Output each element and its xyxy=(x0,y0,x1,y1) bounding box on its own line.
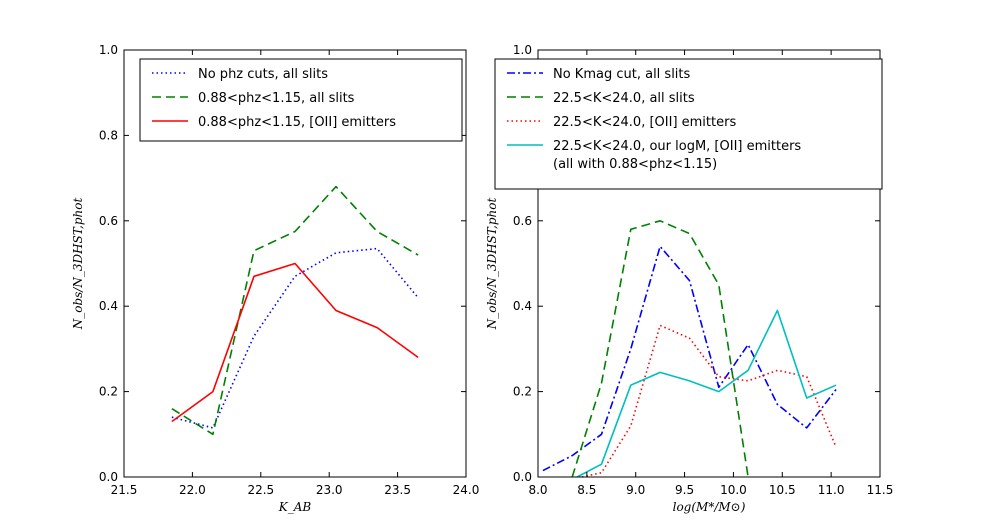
x-tick-label: 11.5 xyxy=(867,483,894,497)
series-line-4 xyxy=(576,309,837,478)
y-axis-label: N_obs/N_3DHST,phot xyxy=(71,198,85,331)
y-tick-label: 0.4 xyxy=(99,299,118,313)
series-line-2 xyxy=(571,220,749,478)
x-tick-label: 10.5 xyxy=(769,483,796,497)
x-tick-label: 23.0 xyxy=(316,483,343,497)
x-tick-label: 8.0 xyxy=(528,483,547,497)
x-tick-label: 10.0 xyxy=(720,483,747,497)
y-tick-label: 0.0 xyxy=(513,470,532,484)
series-line-1 xyxy=(542,245,837,472)
x-tick-label: 22.5 xyxy=(247,483,274,497)
y-tick-label: 1.0 xyxy=(513,43,532,57)
y-tick-label: 0.4 xyxy=(513,299,532,313)
y-tick-label: 0.6 xyxy=(99,214,118,228)
plot-frame xyxy=(537,49,881,478)
legend-label: 22.5<K<24.0, all slits xyxy=(553,91,695,106)
x-axis-label: log(M*/M⊙) xyxy=(673,500,746,514)
x-tick-label: 8.5 xyxy=(577,483,596,497)
y-tick-label: 0.2 xyxy=(99,385,118,399)
legend-label: 22.5<K<24.0, [OII] emitters xyxy=(553,115,736,130)
series-line-2 xyxy=(171,185,419,436)
y-tick-label: 0.2 xyxy=(513,385,532,399)
left-panel: 21.5 22.0 22.5 23.0 23.5 24.0 0.0 0.2 0.4 0.6 0.8 1… xyxy=(71,43,479,514)
plot-frame xyxy=(123,49,467,478)
x-tick-label: 22.0 xyxy=(179,483,206,497)
legend-box xyxy=(139,58,463,142)
x-tick-label: 9.5 xyxy=(675,483,694,497)
x-tick-label: 11.0 xyxy=(818,483,845,497)
legend-box xyxy=(494,58,883,190)
right-panel: 8.0 8.5 9.0 9.5 10.0 10.5 11.0 11.5 0.0 0.2 0.4 0.6… xyxy=(485,43,893,514)
y-tick-label: 1.0 xyxy=(99,43,118,57)
y-tick-label: 0.6 xyxy=(513,214,532,228)
series-line-3 xyxy=(171,262,419,423)
y-axis-label: N_obs/N_3DHST,phot xyxy=(485,198,499,331)
legend-label: No phz cuts, all slits xyxy=(198,67,328,82)
legend-label: No Kmag cut, all slits xyxy=(553,67,691,82)
legend-note: (all with 0.88<phz<1.15) xyxy=(553,157,717,172)
y-tick-label: 0.8 xyxy=(99,128,118,142)
legend-label: 0.88<phz<1.15, all slits xyxy=(198,91,355,106)
y-tick-label: 0.0 xyxy=(99,470,118,484)
x-tick-label: 21.5 xyxy=(111,483,138,497)
x-tick-label: 24.0 xyxy=(453,483,480,497)
legend-label: 22.5<K<24.0, our logM, [OII] emitters xyxy=(553,139,801,154)
x-axis-label: K_AB xyxy=(278,500,312,514)
legend-label: 0.88<phz<1.15, [OII] emitters xyxy=(198,115,396,130)
series-line-3 xyxy=(581,324,837,478)
series-line-1 xyxy=(171,247,419,429)
x-tick-label: 9.0 xyxy=(626,483,645,497)
x-tick-label: 23.5 xyxy=(384,483,411,497)
